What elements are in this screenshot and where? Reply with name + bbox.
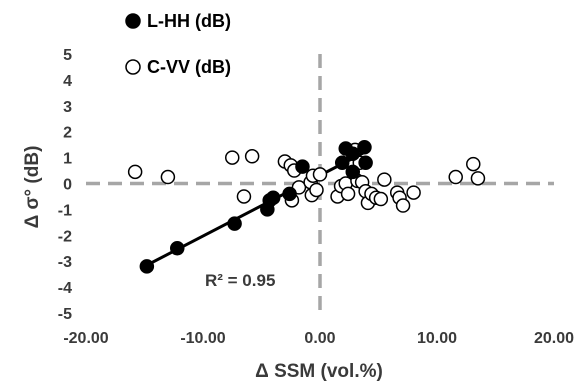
legend: L-HH (dB) C-VV (dB): [125, 11, 231, 77]
legend-marker-l-hh: [125, 13, 141, 29]
point-c-vv-db-34: [466, 156, 481, 172]
point-l-hh-db-1: [170, 241, 185, 256]
y-axis-title: Δ σ° (dB): [22, 146, 43, 229]
x-tick-label: -20.00: [63, 330, 108, 347]
point-c-vv-db-14: [312, 167, 328, 182]
x-tick-label: 0.00: [304, 330, 335, 347]
x-tick-label: 10.00: [417, 330, 457, 347]
y-tick-label: 5: [63, 47, 72, 64]
point-l-hh-db-2: [227, 216, 242, 231]
y-tick-label: -3: [58, 254, 72, 271]
point-l-hh-db-12: [357, 139, 372, 155]
point-l-hh-db-5: [265, 190, 281, 205]
point-c-vv-db-1: [160, 169, 176, 185]
y-tick-labels: 5 4 3 2 1 0 -1 -2 -3 -4 -5: [58, 47, 72, 323]
y-tick-label: -4: [58, 280, 72, 297]
point-c-vv-db-33: [448, 169, 463, 185]
point-c-vv-db-27: [373, 191, 389, 207]
point-c-vv-db-3: [244, 149, 260, 164]
point-l-hh-db-0: [139, 259, 155, 274]
x-tick-label: -10.00: [180, 330, 225, 347]
point-c-vv-db-32: [406, 185, 421, 200]
point-c-vv-db-35: [470, 171, 486, 186]
x-tick-label: 20.00: [534, 330, 574, 347]
y-tick-label: -1: [58, 202, 72, 219]
legend-item-c-vv: C-VV (dB): [125, 57, 231, 77]
point-c-vv-db-28: [377, 172, 392, 187]
y-tick-label: -2: [58, 228, 72, 245]
y-tick-label: -5: [58, 306, 72, 323]
y-tick-label: 1: [63, 151, 72, 168]
y-tick-label: 4: [63, 73, 72, 90]
point-c-vv-db-31: [395, 198, 411, 213]
y-axis-label: Δ σ° (dB): [22, 146, 43, 229]
point-l-hh-db-7: [295, 159, 310, 174]
y-tick-label: 0: [63, 177, 72, 194]
point-c-vv-db-2: [225, 150, 240, 165]
reference-lines: [86, 54, 554, 313]
point-l-hh-db-11: [345, 164, 361, 180]
y-tick-label: 2: [63, 125, 72, 142]
point-l-hh-db-8: [334, 155, 350, 171]
legend-marker-c-vv: [125, 59, 141, 75]
point-l-hh-db-6: [282, 186, 297, 202]
point-l-hh-db-10: [345, 146, 361, 161]
point-c-vv-db-0: [127, 164, 143, 180]
legend-label-l-hh: L-HH (dB): [147, 11, 231, 31]
point-c-vv-db-13: [309, 182, 324, 198]
point-l-hh-db-13: [358, 155, 373, 171]
r-squared-annotation: R² = 0.95: [205, 271, 275, 290]
data-points: [127, 139, 486, 274]
point-c-vv-db-4: [236, 189, 252, 204]
x-tick-labels: -20.00 -10.00 0.00 10.00 20.00: [63, 330, 574, 347]
legend-label-c-vv: C-VV (dB): [147, 57, 231, 77]
point-c-vv-db-18: [340, 186, 356, 202]
y-tick-label: 3: [63, 99, 72, 116]
legend-item-l-hh: L-HH (dB): [125, 11, 231, 31]
x-axis-label: Δ SSM (vol.%): [255, 361, 383, 382]
